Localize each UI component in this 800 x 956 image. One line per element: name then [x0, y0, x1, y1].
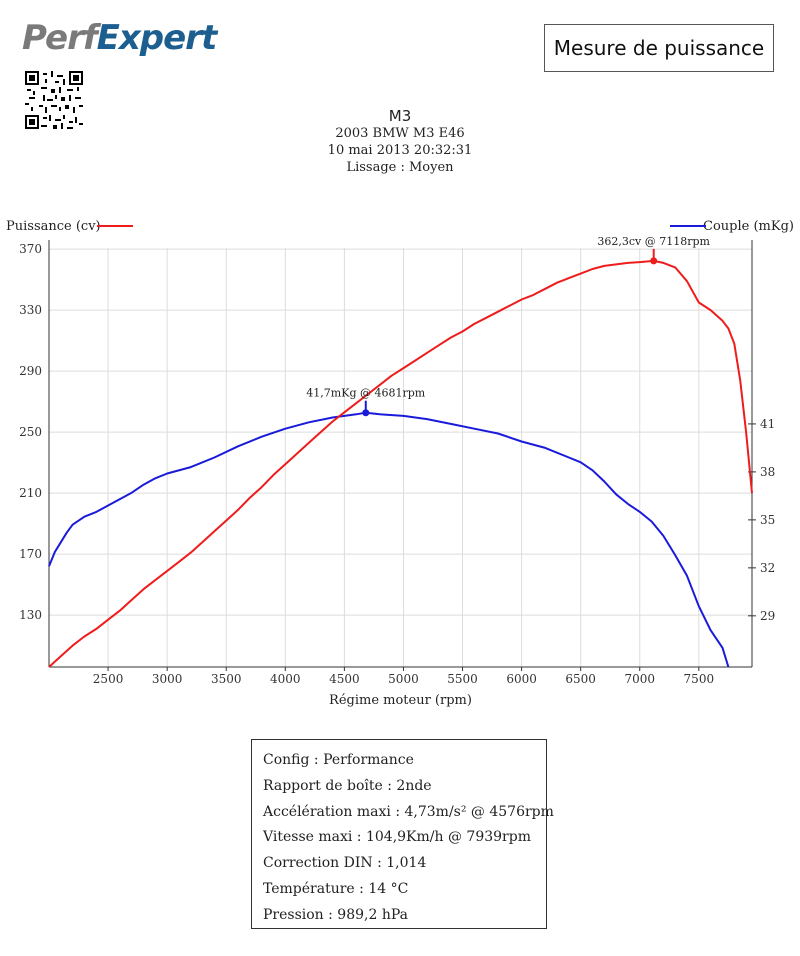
x-tick-label: 3000 [152, 672, 183, 686]
info-gear: Rapport de boîte : 2nde [263, 777, 432, 794]
info-temperature: Température : 14 °C [263, 880, 409, 897]
y-left-tick-label: 210 [19, 486, 42, 500]
torque-peak-marker [362, 409, 370, 417]
x-tick-label: 7000 [624, 672, 655, 686]
power-peak-label: 362,3cv @ 7118rpm [597, 235, 710, 248]
power-curve [48, 259, 753, 668]
y-left-tick-label: 330 [19, 303, 42, 317]
info-config: Config : Performance [263, 752, 414, 768]
x-tick-label: 4000 [270, 672, 301, 686]
brand-logo-part1: Perf [22, 18, 98, 58]
dyno-chart: 2500 3000 3500 4000 4500 5000 5500 6000 6500 7000… [6, 219, 794, 708]
model-name: M3 [388, 107, 412, 125]
run-info-box: Config : Performance Rapport de boîte : … [251, 739, 554, 929]
brand-logo-part2: Expert [96, 18, 218, 58]
y-left-tick-label: 130 [19, 608, 42, 622]
info-din-correction: Correction DIN : 1,014 [263, 855, 427, 872]
x-tick-label: 7500 [684, 672, 715, 686]
page-title-box: Mesure de puissance [544, 24, 774, 72]
info-acceleration: Accélération maxi : 4,73m/s² @ 4576rpm [263, 803, 554, 820]
x-tick-label: 6000 [506, 672, 537, 686]
x-tick-label: 3500 [211, 672, 242, 686]
y-left-tick-label: 250 [19, 425, 42, 439]
torque-curve [48, 411, 730, 668]
qr-code-icon [25, 71, 83, 129]
torque-peak-label: 41,7mKg @ 4681rpm [306, 387, 425, 400]
y-right-tick-label: 29 [760, 609, 775, 623]
info-pressure: Pression : 989,2 hPa [263, 906, 408, 923]
y-right-tick-label: 32 [760, 561, 775, 575]
y-left-tick-label: 370 [19, 242, 42, 256]
vehicle-name: 2003 BMW M3 E46 [335, 126, 465, 141]
power-peak-marker [650, 257, 658, 265]
legend-torque-label: Couple (mKg) [703, 219, 794, 234]
y-right-tick-label: 38 [760, 465, 775, 479]
x-tick-label: 5500 [447, 672, 478, 686]
x-axis-label: Régime moteur (rpm) [329, 693, 472, 708]
y-right-tick-label: 41 [760, 417, 775, 431]
y-right-tick-label: 35 [760, 513, 775, 527]
x-tick-label: 5000 [388, 672, 419, 686]
y-left-tick-label: 170 [19, 547, 42, 561]
brand-logo: PerfExpert [22, 18, 218, 58]
x-tick-label: 2500 [93, 672, 124, 686]
x-tick-label: 4500 [329, 672, 360, 686]
chart-header: M3 2003 BMW M3 E46 10 mai 2013 20:32:31 … [0, 108, 800, 176]
run-datetime: 10 mai 2013 20:32:31 [327, 143, 473, 158]
legend-power-label: Puissance (cv) [6, 219, 101, 234]
smoothing-label: Lissage : Moyen [346, 160, 454, 175]
y-left-tick-label: 290 [19, 364, 42, 378]
page-title: Mesure de puissance [553, 36, 765, 60]
info-max-speed: Vitesse maxi : 104,9Km/h @ 7939rpm [263, 829, 531, 846]
x-tick-label: 6500 [565, 672, 596, 686]
